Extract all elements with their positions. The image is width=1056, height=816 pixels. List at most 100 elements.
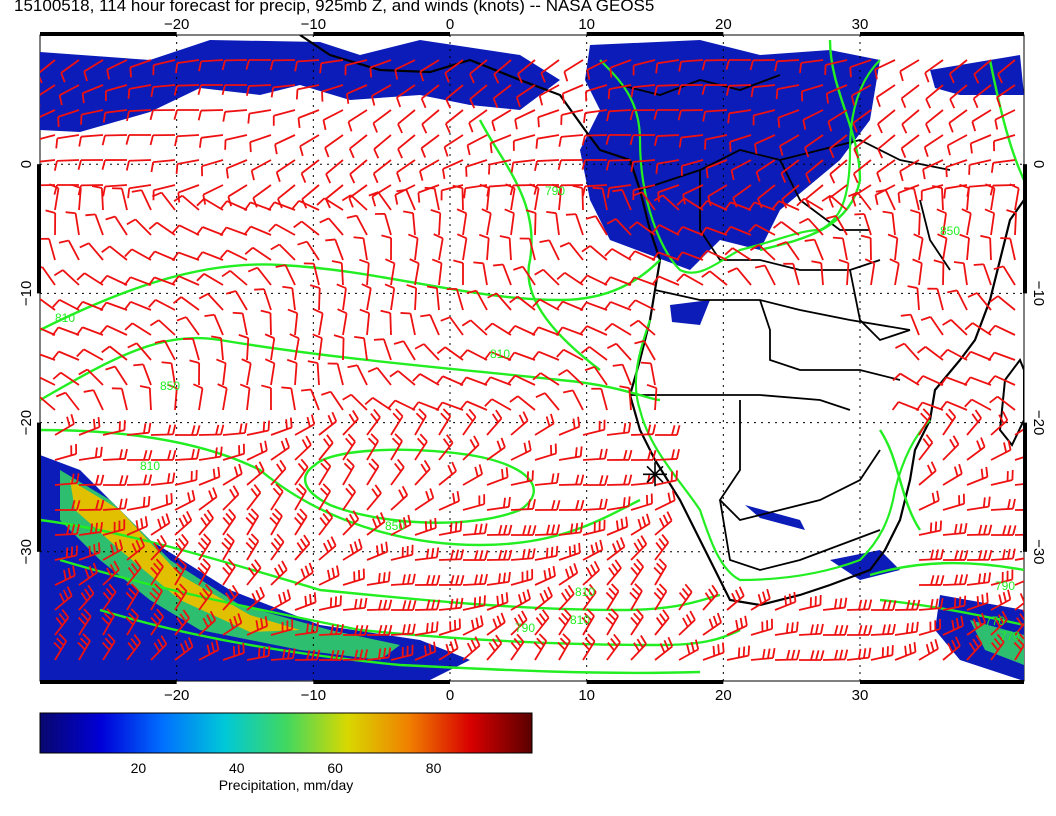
wind-barb xyxy=(558,499,585,511)
wind-barb xyxy=(579,301,608,312)
precip-southwest-inner xyxy=(70,480,300,632)
wind-barb xyxy=(462,435,480,461)
wind-barb xyxy=(582,539,604,561)
wind-barb xyxy=(826,215,848,236)
wind-barb xyxy=(443,134,464,157)
wind-barb xyxy=(510,589,531,611)
wind-barb xyxy=(987,375,1016,386)
wind-barb xyxy=(219,200,248,211)
wind-barb xyxy=(390,600,417,611)
wind-barb xyxy=(534,524,561,536)
wind-barb xyxy=(294,59,320,72)
wind-barb xyxy=(942,522,968,536)
wind-barb xyxy=(509,295,536,311)
wind-barb xyxy=(367,366,392,386)
lat-tick-right: 0 xyxy=(1030,160,1047,168)
wind-barb xyxy=(870,645,894,661)
lat-tick-left: −10 xyxy=(18,281,35,306)
wind-barb xyxy=(504,208,515,236)
wind-barb xyxy=(997,59,1016,84)
wind-barb xyxy=(678,59,704,72)
wind-barb xyxy=(150,558,164,586)
wind-barb xyxy=(774,649,801,661)
wind-barb xyxy=(456,208,468,236)
wind-barb xyxy=(487,292,512,311)
wind-barb xyxy=(369,59,392,78)
wind-barb xyxy=(309,284,321,311)
wind-barb xyxy=(414,488,435,511)
wind-barb xyxy=(989,295,1016,311)
wind-barb xyxy=(558,369,584,386)
wind-barb xyxy=(101,633,116,661)
wind-barb xyxy=(918,520,943,536)
wind-barb xyxy=(629,109,656,121)
wind-barb xyxy=(440,316,464,336)
wind-barb xyxy=(247,109,272,124)
wind-barb xyxy=(40,353,56,361)
wind-barb xyxy=(675,251,704,261)
wind-barb xyxy=(390,433,403,461)
wind-barb xyxy=(846,599,873,611)
wind-barb xyxy=(111,187,128,211)
wind-barb xyxy=(337,308,348,336)
wind-barb xyxy=(558,563,579,586)
page-title: 15100518, 114 hour forecast for precip, … xyxy=(14,0,655,15)
wind-barb xyxy=(462,595,486,611)
wind-barb xyxy=(300,388,320,411)
wind-barb xyxy=(489,134,512,154)
wind-barb xyxy=(442,159,464,179)
wind-barb xyxy=(654,609,670,636)
wind-barb xyxy=(653,558,667,586)
axis-tick-labels: −20 −20 −10 −10 0 0 10 10 20 20 30 30 0 0 −10 −10 −20 −20… xyxy=(18,16,1047,704)
wind-barb xyxy=(246,559,262,586)
wind-barb xyxy=(488,159,512,175)
wind-barb xyxy=(424,186,440,211)
wind-barb xyxy=(456,233,468,261)
wind-barb xyxy=(877,109,896,134)
wind-barb xyxy=(922,159,944,180)
wind-barb xyxy=(54,473,80,486)
wind-barb xyxy=(479,183,491,211)
wind-barb xyxy=(224,134,248,150)
wind-barb xyxy=(581,245,608,261)
wind-barb xyxy=(973,59,992,84)
wind-barb xyxy=(483,351,512,361)
contour-label: 850 xyxy=(940,224,960,238)
wind-barb xyxy=(78,134,104,147)
wind-barb xyxy=(51,326,80,337)
wind-barb xyxy=(435,401,464,412)
wind-barb xyxy=(430,209,442,236)
wind-barb xyxy=(533,633,548,661)
wind-barb xyxy=(540,59,560,83)
wind-barb xyxy=(54,586,73,611)
contour-label: 810 xyxy=(570,613,590,627)
wind-barb xyxy=(445,109,464,134)
wind-barb xyxy=(452,184,464,211)
wind-barb xyxy=(55,391,80,411)
wind-barb xyxy=(534,545,559,561)
wind-barb xyxy=(509,395,536,411)
contour-label: 850 xyxy=(160,379,180,393)
wind-barb xyxy=(294,649,321,661)
wind-barb xyxy=(493,263,512,286)
wind-barb xyxy=(990,589,1012,611)
wind-barb xyxy=(182,337,200,361)
wind-barb xyxy=(462,573,488,586)
wind-barb xyxy=(466,134,488,156)
wind-barb xyxy=(270,437,290,461)
wind-barb xyxy=(150,84,176,97)
wind-barb xyxy=(484,398,512,411)
wind-barb xyxy=(874,59,896,80)
wind-barb xyxy=(325,159,344,184)
wind-barb xyxy=(409,258,420,286)
wind-barb xyxy=(390,408,404,436)
wind-barb xyxy=(654,636,674,661)
wind-barb xyxy=(973,263,992,286)
wind-barb xyxy=(102,184,128,197)
wind-barb xyxy=(493,59,512,84)
wind-barb xyxy=(1014,609,1024,636)
wind-barb xyxy=(822,597,848,611)
wind-barb xyxy=(282,285,296,311)
wind-barb xyxy=(534,413,555,436)
wind-barb xyxy=(774,591,797,611)
